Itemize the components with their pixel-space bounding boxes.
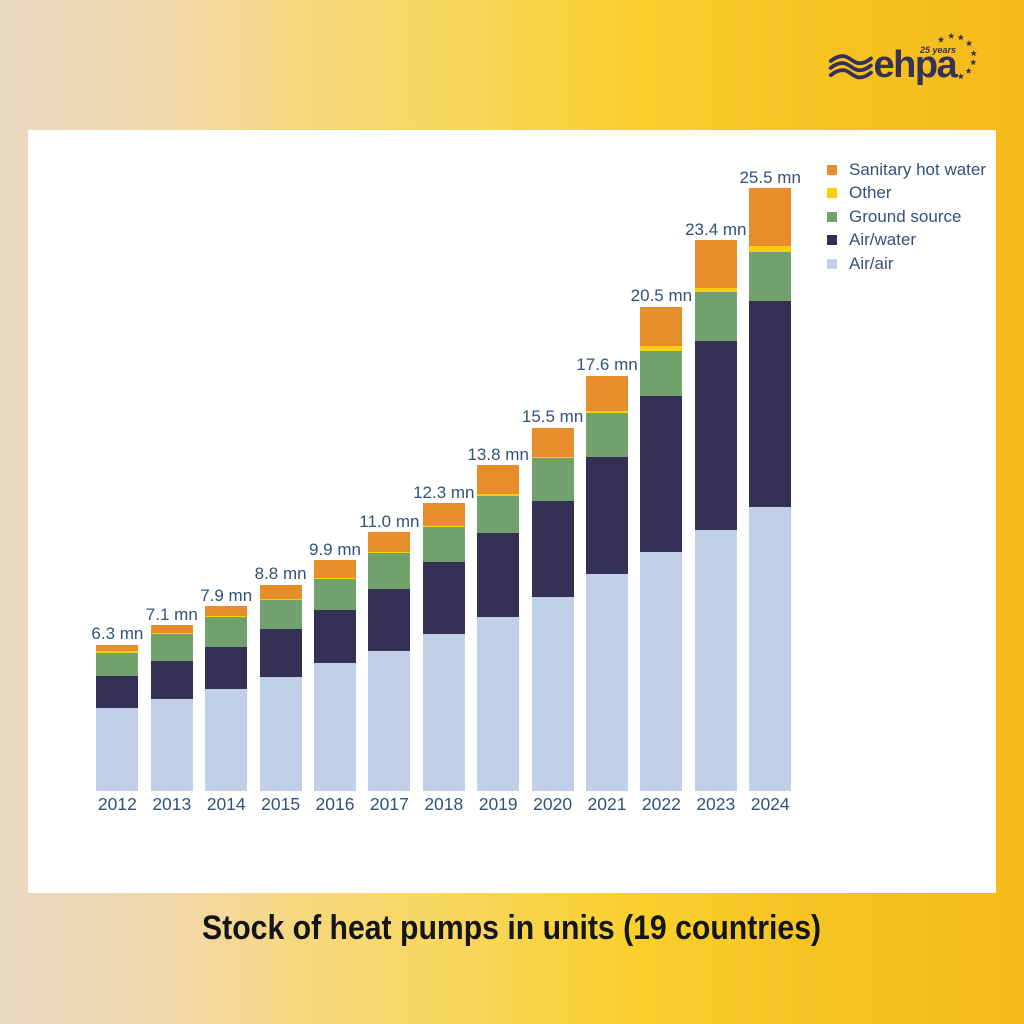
svg-text:25 years: 25 years xyxy=(919,45,956,55)
svg-text:ehpa: ehpa xyxy=(874,44,959,86)
